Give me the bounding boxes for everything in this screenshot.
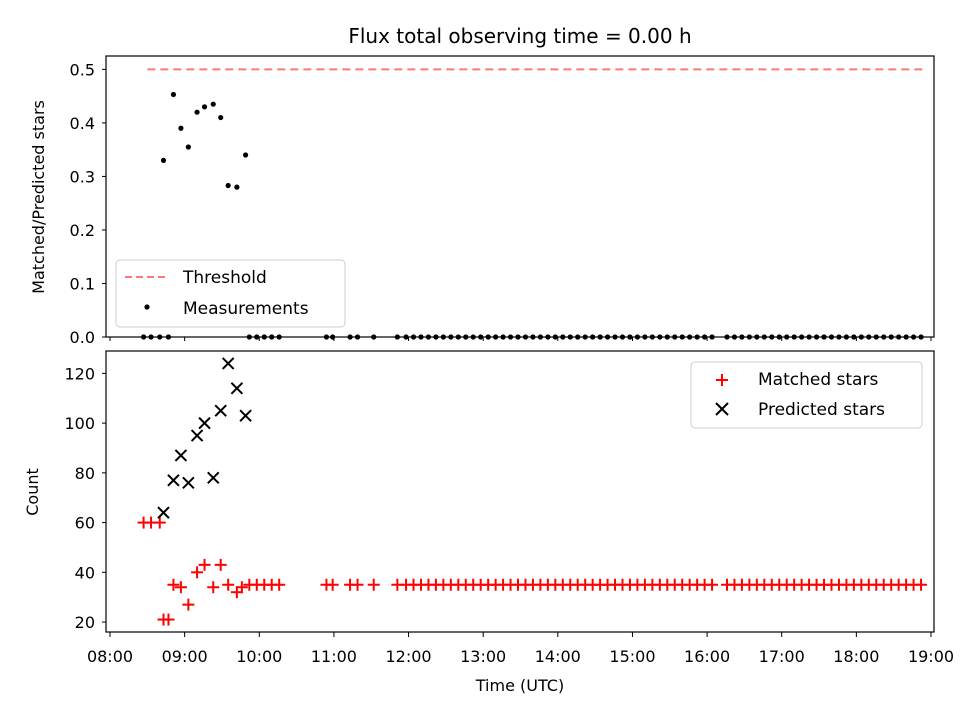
x-tick-label: 10:00 xyxy=(236,647,282,666)
x-tick-label: 17:00 xyxy=(759,647,805,666)
ratio-axes-ticks: 0.0 0.1 0.2 0.3 0.4 0.5 xyxy=(70,60,932,347)
matched-star-marker xyxy=(214,558,227,571)
matched-star-marker xyxy=(326,578,339,591)
ratio-y-tick-label: 0.1 xyxy=(70,274,95,293)
ratio-legend-box xyxy=(115,259,346,328)
count-y-tick-label: 80 xyxy=(75,464,95,483)
predicted-star-marker xyxy=(182,476,195,490)
count-plot-frame xyxy=(105,350,935,633)
count-y-tick-label: 60 xyxy=(75,514,95,533)
count-y-tick-label: 100 xyxy=(64,414,95,433)
matched-legend-swatch xyxy=(716,374,728,386)
x-tick-label: 13:00 xyxy=(460,647,506,666)
threshold-legend-label: Threshold xyxy=(182,268,267,288)
predicted-star-marker xyxy=(221,357,235,370)
matched-star-marker xyxy=(198,558,211,571)
matched-star-marker xyxy=(207,581,220,594)
count-marks xyxy=(137,357,928,626)
x-tick-label: 18:00 xyxy=(833,647,879,666)
x-tick-label: 14:00 xyxy=(535,647,581,666)
predicted-star-marker xyxy=(167,474,180,487)
matched-star-marker xyxy=(222,578,235,591)
predicted-legend-label: Predicted stars xyxy=(758,400,885,420)
matched-star-marker xyxy=(191,566,204,579)
x-tick-label: 11:00 xyxy=(311,647,357,666)
matched-star-marker xyxy=(273,578,286,591)
measurement-point xyxy=(225,182,231,189)
predicted-legend-swatch xyxy=(715,402,729,416)
measurements-legend-swatch xyxy=(144,304,150,310)
matched-star-marker xyxy=(915,578,928,591)
top-panel-title: Flux total observing time = 0.00 h xyxy=(348,24,691,48)
matched-star-marker xyxy=(174,581,187,594)
matched-star-marker xyxy=(153,516,166,529)
predicted-star-marker xyxy=(207,471,220,485)
predicted-star-marker xyxy=(214,404,227,417)
measurement-point xyxy=(210,101,216,107)
ratio-plot-frame xyxy=(105,55,935,338)
x-tick-label: 15:00 xyxy=(609,647,655,666)
count-axes-ticks: 20 40 60 80 100 120 08:00 09:00 10:00 11:00 12:00 1… xyxy=(64,364,954,666)
matched-star-marker xyxy=(367,578,380,591)
x-tick-label: 09:00 xyxy=(162,647,208,666)
count-y-tick-label: 120 xyxy=(64,364,95,383)
ratio-panel: 0.0 0.1 0.2 0.3 0.4 0.5 Matched/Predicted sta… xyxy=(29,55,935,347)
count-panel: 20 40 60 80 100 120 08:00 09:00 10:00 11:00 12:00 1… xyxy=(23,350,954,695)
x-tick-label: 19:00 xyxy=(908,647,954,666)
x-axis-label: Time (UTC) xyxy=(475,676,564,695)
predicted-star-marker xyxy=(157,506,170,519)
measurement-point xyxy=(234,184,240,190)
ratio-y-tick-label: 0.3 xyxy=(70,167,95,186)
matched-star-marker xyxy=(351,578,364,591)
matched-star-marker xyxy=(235,581,248,594)
x-tick-label: 08:00 xyxy=(87,647,133,666)
measurement-point xyxy=(242,152,249,158)
x-tick-label: 16:00 xyxy=(684,647,730,666)
measurements-legend-label: Measurements xyxy=(183,299,309,319)
predicted-star-marker xyxy=(174,449,188,462)
matched-star-marker xyxy=(167,578,180,591)
measurement-point xyxy=(160,157,167,163)
count-y-tick-label: 40 xyxy=(75,563,95,582)
measurement-point xyxy=(178,125,184,131)
matched-legend-label: Matched stars xyxy=(758,370,878,390)
count-legend: Matched stars Predicted stars xyxy=(690,361,923,429)
ratio-y-tick-label: 0.2 xyxy=(70,221,95,240)
matched-star-marker xyxy=(706,578,719,591)
x-tick-label: 12:00 xyxy=(385,647,431,666)
measurement-point xyxy=(218,114,224,121)
count-y-axis-label: Count xyxy=(23,468,42,516)
measurement-point xyxy=(170,91,177,98)
matched-star-marker xyxy=(182,598,195,611)
predicted-star-marker xyxy=(230,382,244,395)
ratio-y-tick-label: 0.5 xyxy=(70,60,95,79)
count-y-tick-label: 20 xyxy=(75,613,95,632)
count-legend-box xyxy=(690,361,923,429)
matched-star-marker xyxy=(162,613,175,626)
predicted-star-marker xyxy=(198,416,211,430)
measurement-point xyxy=(201,104,208,110)
predicted-star-marker xyxy=(239,409,252,422)
ratio-y-tick-label: 0.4 xyxy=(70,114,95,133)
ratio-y-tick-label: 0.0 xyxy=(70,328,95,347)
measurement-point xyxy=(194,109,200,115)
ratio-legend: Threshold Measurements xyxy=(115,259,346,328)
measurement-point xyxy=(185,144,191,150)
predicted-star-marker xyxy=(190,429,204,442)
ratio-y-axis-label: Matched/Predicted stars xyxy=(29,100,48,294)
